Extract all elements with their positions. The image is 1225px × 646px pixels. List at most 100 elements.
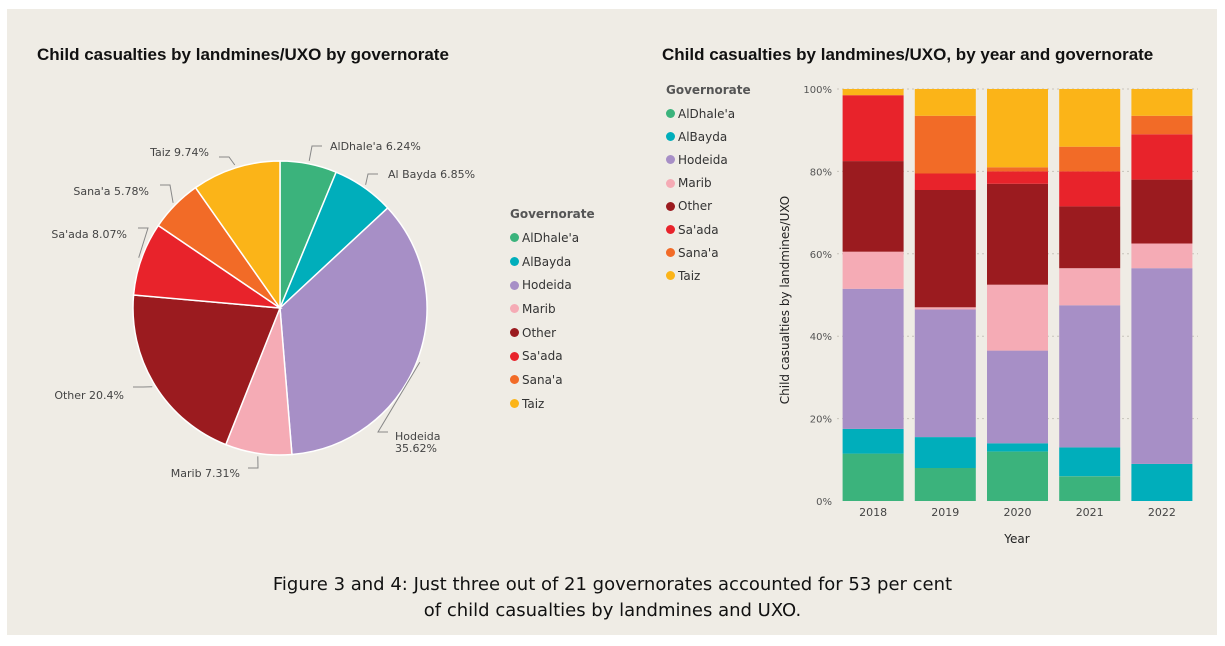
bar-segment-2019-taiz[interactable] — [914, 89, 976, 116]
pie-data-label-al-bayda: Al Bayda 6.85% — [388, 168, 475, 181]
bar-segment-2022-marib[interactable] — [1131, 243, 1193, 269]
bar-segment-2022-other[interactable] — [1131, 179, 1193, 244]
pie-legend-item-hodeida[interactable]: Hodeida — [510, 273, 595, 297]
pie-data-label-taiz: Taiz 9.74% — [149, 146, 209, 159]
bar-segment-2020-marib[interactable] — [987, 284, 1048, 351]
y-axis-title: Child casualties by landmines/UXO — [778, 196, 792, 405]
bar-legend-item-taiz[interactable]: Taiz — [666, 264, 751, 287]
bar-segment-2019-hodeida[interactable] — [914, 309, 976, 438]
bar-segment-2020-albayda[interactable] — [987, 443, 1048, 452]
legend-label: Marib — [522, 301, 556, 316]
bar-segment-2019-albayda[interactable] — [914, 437, 976, 468]
bar-legend-item-sana-a[interactable]: Sana'a — [666, 241, 751, 264]
bar-segment-2019-sana-a[interactable] — [914, 115, 976, 174]
legend-marker-icon — [510, 233, 519, 243]
legend-marker-icon — [666, 271, 675, 281]
pie-legend-item-sana-a[interactable]: Sana'a — [510, 368, 595, 392]
pie-data-label-hodeida-percent: 35.62% — [395, 442, 437, 455]
bar-segment-2018-aldhale-a[interactable] — [842, 453, 904, 501]
pie-slice-hodeida[interactable] — [279, 206, 428, 456]
pie-data-label-marib: Marib 7.31% — [171, 467, 240, 480]
bar-segment-2020-other[interactable] — [987, 183, 1048, 285]
legend-marker-icon — [510, 328, 519, 338]
legend-label: Sa'ada — [522, 349, 563, 364]
bar-segment-2021-albayda[interactable] — [1059, 447, 1121, 477]
pie-legend: Governorate AlDhale'a AlBayda Hodeida Marib… — [510, 207, 595, 416]
legend-marker-icon — [666, 178, 675, 188]
bar-legend-title: Governorate — [666, 83, 751, 97]
y-tick-label: 40% — [810, 332, 832, 343]
bar-segment-2022-sana-a[interactable] — [1131, 115, 1193, 135]
figure-caption-line-1: Figure 3 and 4: Just three out of 21 gov… — [272, 574, 953, 595]
bar-segment-2021-sana-a[interactable] — [1059, 146, 1121, 172]
legend-marker-icon — [666, 132, 675, 142]
bar-legend-item-marib[interactable]: Marib — [666, 172, 751, 195]
pie-legend-item-other[interactable]: Other — [510, 321, 595, 345]
pie-data-label-sa-ada: Sa'ada 8.07% — [51, 228, 127, 241]
bar-segment-2021-sa-ada[interactable] — [1059, 171, 1121, 207]
pie-slice-taiz[interactable] — [194, 160, 281, 311]
bar-legend-item-aldhale-a[interactable]: AlDhale'a — [666, 102, 751, 125]
y-tick-label: 0% — [816, 497, 832, 508]
pie-data-label-other: Other 20.4% — [54, 389, 124, 402]
bar-segment-2021-aldhale-a[interactable] — [1059, 476, 1121, 501]
bar-segment-2018-marib[interactable] — [842, 251, 904, 289]
bar-segment-2020-hodeida[interactable] — [987, 350, 1048, 444]
bar-segment-2018-taiz[interactable] — [842, 89, 904, 96]
pie-legend-title: Governorate — [510, 207, 595, 221]
pie-legend-item-sa-ada[interactable]: Sa'ada — [510, 344, 595, 368]
bar-segment-2020-sana-a[interactable] — [987, 167, 1048, 172]
bar-segment-2021-taiz[interactable] — [1059, 89, 1121, 147]
bar-segment-2019-marib[interactable] — [914, 307, 976, 310]
legend-label: AlDhale'a — [522, 230, 580, 245]
bar-segment-2020-aldhale-a[interactable] — [987, 451, 1048, 501]
bar-segment-2020-taiz[interactable] — [987, 89, 1048, 168]
bar-segment-2022-albayda[interactable] — [1131, 463, 1193, 501]
bar-segment-2019-other[interactable] — [914, 189, 976, 308]
bar-legend-item-other[interactable]: Other — [666, 195, 751, 218]
legend-label: Hodeida — [678, 152, 728, 167]
y-tick-label: 100% — [803, 85, 832, 96]
x-axis-title: Year — [1003, 532, 1029, 546]
pie-chart-title: Child casualties by landmines/UXO by gov… — [37, 45, 449, 64]
bar-segment-2019-aldhale-a[interactable] — [914, 468, 976, 501]
bar-segment-2021-hodeida[interactable] — [1059, 305, 1121, 448]
legend-label: Other — [522, 325, 557, 340]
bar-segment-2022-hodeida[interactable] — [1131, 268, 1193, 464]
pie-legend-item-aldhale-a[interactable]: AlDhale'a — [510, 226, 595, 250]
legend-marker-icon — [510, 399, 519, 409]
pie-leader-line — [308, 145, 322, 161]
bar-segment-2020-sa-ada[interactable] — [987, 171, 1048, 184]
legend-marker-icon — [510, 375, 519, 385]
legend-label: AlBayda — [678, 129, 728, 144]
bar-chart-title: Child casualties by landmines/UXO, by ye… — [662, 45, 1154, 64]
bar-segment-2018-albayda[interactable] — [842, 428, 904, 454]
pie-legend-item-albayda[interactable]: AlBayda — [510, 250, 595, 274]
bar-segment-2019-sa-ada[interactable] — [914, 173, 976, 191]
legend-label: Taiz — [678, 268, 701, 283]
pie-leader-line — [248, 456, 259, 469]
bar-segment-2018-hodeida[interactable] — [842, 288, 904, 429]
pie-data-label-hodeida: Hodeida — [395, 430, 441, 443]
bar-segment-2022-sa-ada[interactable] — [1131, 134, 1193, 180]
legend-label: Taiz — [522, 396, 545, 411]
pie-slice-other[interactable] — [132, 294, 282, 446]
bar-segment-2022-taiz[interactable] — [1131, 89, 1193, 116]
legend-label: AlDhale'a — [678, 106, 736, 121]
legend-label: Sana'a — [678, 245, 719, 260]
y-tick-label: 20% — [810, 415, 832, 426]
legend-label: Hodeida — [522, 278, 572, 293]
bar-segment-2018-sa-ada[interactable] — [842, 95, 904, 162]
bar-legend-item-sa-ada[interactable]: Sa'ada — [666, 218, 751, 241]
bar-segment-2021-other[interactable] — [1059, 206, 1121, 269]
bar-legend-item-hodeida[interactable]: Hodeida — [666, 148, 751, 171]
bar-legend-item-albayda[interactable]: AlBayda — [666, 125, 751, 148]
bar-segment-2018-other[interactable] — [842, 161, 904, 252]
pie-leader-line — [219, 156, 236, 166]
legend-marker-icon — [666, 109, 675, 119]
pie-legend-item-taiz[interactable]: Taiz — [510, 392, 595, 416]
bar-segment-2021-marib[interactable] — [1059, 268, 1121, 306]
pie-legend-item-marib[interactable]: Marib — [510, 297, 595, 321]
y-tick-label: 80% — [810, 167, 832, 178]
